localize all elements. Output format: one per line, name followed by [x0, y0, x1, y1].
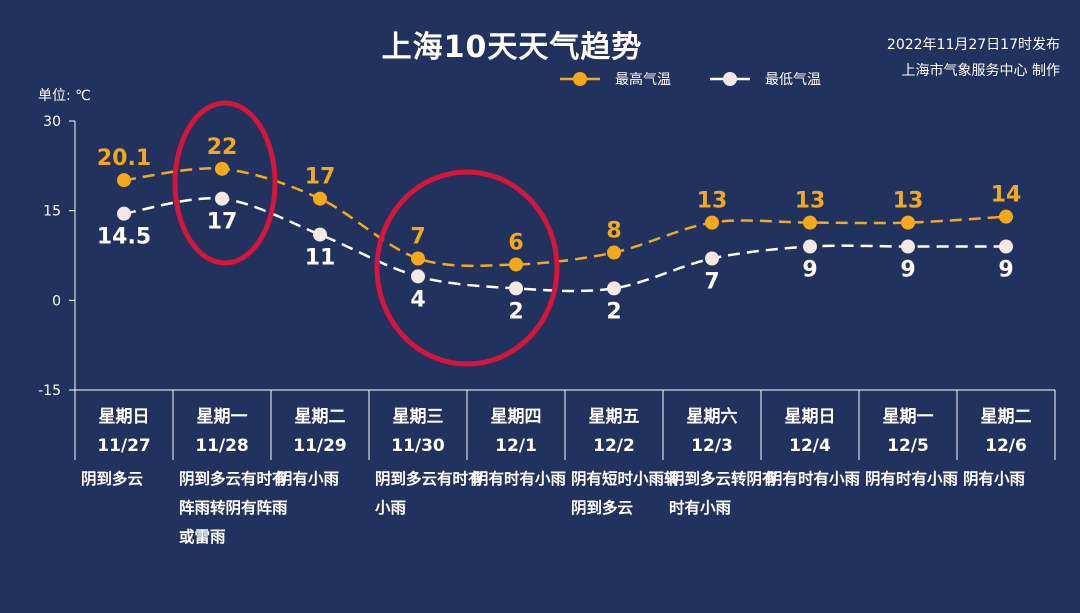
y-tick-label: 30	[43, 114, 61, 130]
x-weekday-label: 星期一	[883, 407, 934, 427]
data-point-high	[705, 215, 719, 230]
data-label-high: 13	[893, 189, 924, 214]
data-point-low	[411, 269, 425, 284]
data-label-high: 20.1	[97, 146, 151, 171]
data-label-high: 13	[795, 189, 826, 214]
x-weekday-label: 星期四	[491, 407, 542, 427]
weather-description: 阴到多云有时有小雨	[375, 469, 484, 517]
data-label-high: 14	[991, 183, 1022, 208]
x-weekday-label: 星期二	[981, 407, 1032, 427]
legend-marker-low	[723, 72, 737, 86]
data-label-high: 13	[697, 189, 728, 214]
x-weekday-label: 星期一	[197, 407, 248, 427]
weather-description: 阴到多云转阴有时有小雨	[669, 469, 778, 517]
issue-time: 2022年11月27日17时发布	[886, 37, 1060, 53]
x-date-label: 12/4	[789, 436, 831, 456]
weather-description: 阴到多云	[81, 469, 143, 488]
x-date-label: 11/30	[391, 436, 445, 456]
x-date-label: 11/28	[195, 436, 249, 456]
unit-label: 单位: ℃	[38, 88, 91, 104]
data-label-high: 6	[508, 230, 523, 255]
data-label-high: 22	[207, 135, 238, 160]
weather-description: 阴有时有小雨	[865, 469, 958, 488]
legend-label-high: 最高气温	[615, 71, 671, 88]
chart-title: 上海10天天气趋势	[381, 30, 643, 65]
x-date-label: 11/29	[293, 436, 347, 456]
data-label-low: 7	[704, 269, 719, 294]
x-date-label: 12/5	[887, 436, 929, 456]
weather-description: 阴有短时小雨转阴到多云	[571, 469, 680, 517]
x-weekday-label: 星期六	[687, 406, 738, 427]
data-label-low: 4	[410, 287, 425, 312]
data-point-low	[607, 281, 621, 296]
data-label-low: 14.5	[97, 225, 151, 250]
data-label-high: 8	[606, 219, 621, 244]
data-point-low	[999, 239, 1013, 254]
data-point-high	[901, 215, 915, 230]
data-label-low: 9	[998, 258, 1013, 283]
x-weekday-label: 星期日	[99, 407, 150, 427]
x-weekday-label: 星期三	[393, 407, 444, 427]
publisher: 上海市气象服务中心 制作	[901, 63, 1060, 79]
data-point-low	[313, 227, 327, 242]
data-label-high: 17	[305, 165, 336, 190]
x-weekday-label: 星期五	[589, 407, 640, 427]
data-label-low: 9	[900, 258, 915, 283]
data-label-low: 2	[508, 299, 523, 324]
data-point-low	[901, 239, 915, 254]
data-point-high	[509, 257, 523, 272]
data-point-high	[215, 161, 229, 176]
y-tick-label: 0	[52, 293, 61, 309]
data-point-high	[313, 191, 327, 206]
x-date-label: 12/3	[691, 436, 733, 456]
x-date-label: 12/1	[495, 436, 537, 456]
highlight-ellipse	[172, 100, 278, 266]
data-point-low	[803, 239, 817, 254]
highlight-ellipse	[374, 169, 560, 367]
weather-description: 阴有小雨	[277, 469, 339, 488]
data-label-low: 11	[305, 246, 336, 271]
weather-description: 阴有时有小雨	[767, 469, 860, 488]
data-point-low	[705, 251, 719, 266]
data-point-high	[607, 245, 621, 260]
x-date-label: 11/27	[97, 436, 151, 456]
x-weekday-label: 星期日	[785, 407, 836, 427]
data-label-low: 2	[606, 299, 621, 324]
data-point-high	[411, 251, 425, 266]
data-point-high	[117, 173, 131, 188]
data-point-low	[215, 191, 229, 206]
data-point-high	[803, 215, 817, 230]
data-point-high	[999, 209, 1013, 224]
x-date-label: 12/6	[985, 436, 1027, 456]
data-label-high: 7	[410, 224, 425, 249]
data-point-low	[509, 281, 523, 296]
series-line-high	[123, 167, 1007, 268]
y-tick-label: 15	[43, 204, 61, 220]
legend-marker-high	[573, 72, 587, 86]
weather-description: 阴到多云有时有阵雨转阴有阵雨或雷雨	[179, 469, 288, 546]
x-weekday-label: 星期二	[295, 407, 346, 427]
x-date-label: 12/2	[593, 436, 635, 456]
weather-description: 阴有小雨	[963, 469, 1025, 488]
data-label-low: 17	[207, 210, 238, 235]
y-tick-label: -15	[38, 383, 61, 399]
weather-description: 阴有时有小雨	[473, 469, 566, 488]
data-point-low	[117, 206, 131, 221]
data-label-low: 9	[802, 258, 817, 283]
legend-label-low: 最低气温	[765, 72, 821, 88]
